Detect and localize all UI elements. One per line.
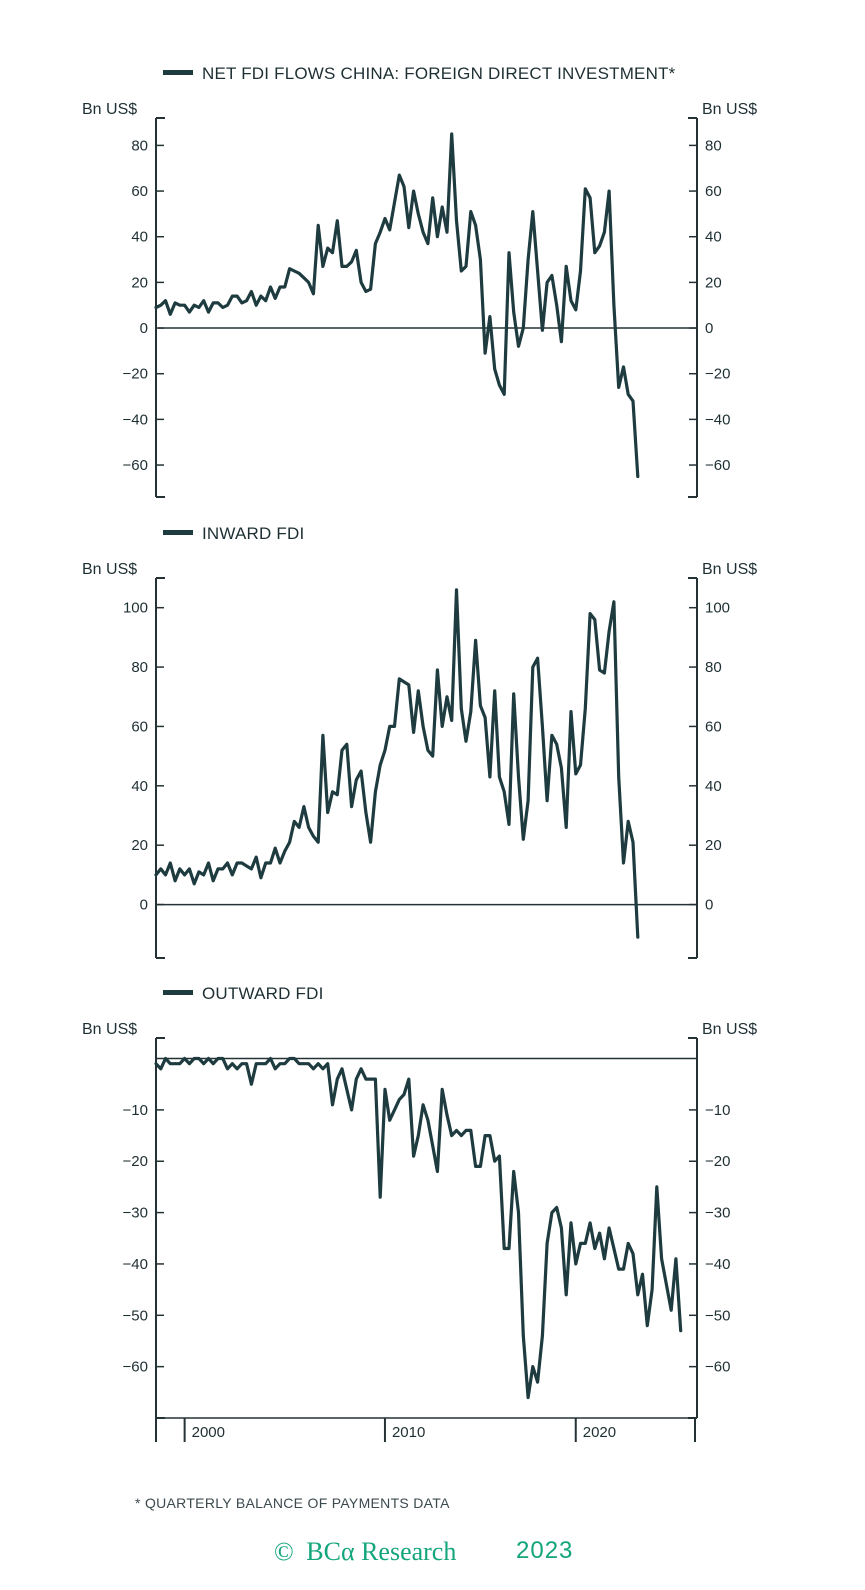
- brand-year: 2023: [516, 1537, 573, 1564]
- right-tick-label: −20: [705, 1153, 730, 1170]
- legend-swatch: [163, 990, 193, 995]
- brand-name: BCα Research: [306, 1537, 456, 1566]
- right-tick-label: −60: [705, 1359, 730, 1376]
- svg-text:© BCα Research: © BCα Research: [274, 1537, 456, 1566]
- right-tick-label: −10: [705, 1102, 730, 1119]
- left-tick-label: −30: [123, 1205, 148, 1222]
- right-axis-unit: Bn US$: [702, 101, 757, 118]
- right-tick-label: 0: [705, 897, 713, 914]
- left-axis-unit: Bn US$: [82, 101, 137, 118]
- right-tick-label: −60: [705, 457, 730, 474]
- left-tick-label: 100: [123, 600, 148, 617]
- right-tick-label: 100: [705, 600, 730, 617]
- left-tick-label: 0: [140, 897, 148, 914]
- panel-net-fdi: NET FDI FLOWS CHINA: FOREIGN DIRECT INVE…: [82, 64, 757, 498]
- left-tick-label: 40: [131, 778, 148, 795]
- right-tick-label: 80: [705, 137, 722, 154]
- series-line: [154, 588, 640, 939]
- left-tick-label: −60: [123, 1359, 148, 1376]
- right-tick-label: 20: [705, 837, 722, 854]
- right-tick-label: −40: [705, 411, 730, 428]
- right-tick-label: −50: [705, 1307, 730, 1324]
- series-line: [154, 1056, 683, 1400]
- left-tick-label: 0: [140, 320, 148, 337]
- legend-label: OUTWARD FDI: [202, 984, 324, 1003]
- panel-inward-fdi: INWARD FDI Bn US$ Bn US$ 100 100 80 80 60 60 40 40…: [82, 524, 757, 959]
- brand-logo: © BCα Research 2023: [274, 1537, 573, 1566]
- left-tick-label: 80: [131, 137, 148, 154]
- left-tick-label: 20: [131, 274, 148, 291]
- right-axis-unit: Bn US$: [702, 561, 757, 578]
- right-tick-label: 0: [705, 320, 713, 337]
- x-tick-label: 2020: [583, 1424, 616, 1441]
- right-tick-label: 60: [705, 183, 722, 200]
- panel-outward-fdi: OUTWARD FDI Bn US$ Bn US$ −10 −10 −20 −20 −30 −3…: [82, 984, 757, 1442]
- series-line: [154, 132, 640, 479]
- left-tick-label: −20: [123, 1153, 148, 1170]
- left-tick-label: 20: [131, 837, 148, 854]
- left-tick-label: 40: [131, 229, 148, 246]
- legend-swatch: [163, 530, 193, 535]
- x-tick-label: 2000: [192, 1424, 225, 1441]
- left-tick-label: −60: [123, 457, 148, 474]
- legend-swatch: [163, 70, 193, 75]
- right-tick-label: −20: [705, 366, 730, 383]
- right-axis-unit: Bn US$: [702, 1021, 757, 1038]
- left-tick-label: −10: [123, 1102, 148, 1119]
- copyright-symbol: ©: [274, 1537, 294, 1566]
- right-tick-label: 40: [705, 778, 722, 795]
- left-axis-unit: Bn US$: [82, 1021, 137, 1038]
- left-tick-label: −40: [123, 411, 148, 428]
- footnote: * QUARTERLY BALANCE OF PAYMENTS DATA: [135, 1495, 450, 1511]
- legend-label: INWARD FDI: [202, 524, 304, 543]
- left-tick-label: −40: [123, 1256, 148, 1273]
- right-tick-label: 80: [705, 659, 722, 676]
- right-tick-label: 40: [705, 229, 722, 246]
- left-tick-label: −50: [123, 1307, 148, 1324]
- right-tick-label: −40: [705, 1256, 730, 1273]
- left-axis-unit: Bn US$: [82, 561, 137, 578]
- x-tick-label: 2010: [392, 1424, 425, 1441]
- right-tick-label: −30: [705, 1205, 730, 1222]
- left-tick-label: 60: [131, 718, 148, 735]
- left-tick-label: 60: [131, 183, 148, 200]
- right-tick-label: 20: [705, 274, 722, 291]
- left-tick-label: −20: [123, 366, 148, 383]
- right-tick-label: 60: [705, 718, 722, 735]
- left-tick-label: 80: [131, 659, 148, 676]
- legend-label: NET FDI FLOWS CHINA: FOREIGN DIRECT INVE…: [202, 64, 676, 83]
